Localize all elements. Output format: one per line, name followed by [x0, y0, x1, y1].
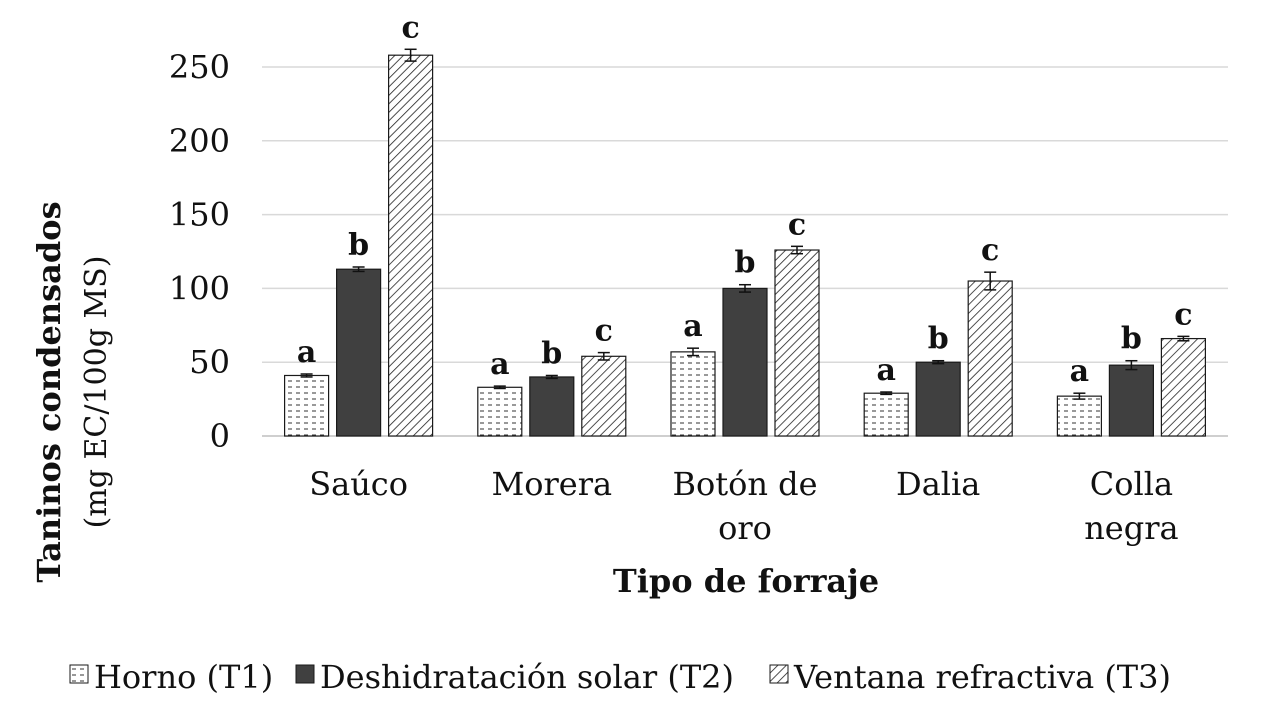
- bar: [1056, 395, 1103, 437]
- significance-letter: b: [735, 246, 756, 281]
- x-category-label: oro: [718, 509, 772, 547]
- significance-letter: b: [1121, 322, 1142, 357]
- significance-letter: a: [297, 335, 316, 370]
- bar: [1160, 337, 1207, 437]
- x-category-label: Morera: [491, 465, 612, 503]
- legend-label: Ventana refractiva (T3): [793, 658, 1171, 696]
- significance-letter: b: [928, 322, 949, 357]
- x-category-label: Dalia: [896, 465, 980, 503]
- y-tick-label: 250: [169, 48, 230, 86]
- bar: [863, 392, 909, 437]
- significance-letter: b: [541, 336, 562, 371]
- significance-letter: a: [683, 309, 702, 344]
- x-axis-title: Tipo de forraje: [613, 562, 879, 600]
- x-category-label: Botón de: [672, 465, 817, 503]
- bar: [336, 268, 382, 437]
- significance-letter: c: [788, 207, 806, 242]
- significance-letter: c: [595, 314, 613, 349]
- bar: [722, 287, 768, 437]
- bar: [529, 376, 575, 437]
- y-tick-label: 50: [189, 343, 230, 381]
- bar: [670, 351, 716, 437]
- x-axis-categories: Saúco Morera Botón de oro Dalia Colla negra: [309, 465, 1178, 547]
- bar: [967, 280, 1013, 437]
- significance-letter: c: [981, 233, 999, 268]
- legend-swatch: [69, 664, 89, 684]
- bar: [1108, 364, 1155, 437]
- legend: Horno (T1) Deshidratación solar (T2) Venta…: [69, 658, 1171, 696]
- bar: [581, 355, 627, 437]
- legend-swatch: [769, 664, 789, 684]
- x-category-label: Colla: [1090, 465, 1173, 503]
- bar: [774, 249, 820, 437]
- y-tick-label: 100: [169, 269, 230, 307]
- y-tick-label: 150: [169, 196, 230, 234]
- significance-letter: a: [490, 347, 509, 382]
- significance-letter: c: [1174, 297, 1192, 332]
- significance-letter: a: [876, 353, 895, 388]
- bar: [284, 374, 330, 437]
- y-tick-label: 200: [169, 122, 230, 160]
- significance-letter: a: [1070, 354, 1089, 389]
- x-category-label: Saúco: [309, 465, 408, 503]
- bar: [388, 54, 434, 437]
- significance-letter: c: [401, 10, 419, 45]
- significance-letter: b: [348, 228, 369, 263]
- bar: [915, 361, 961, 437]
- y-axis-title: Taninos condensados: [30, 201, 68, 582]
- y-tick-label: 0: [210, 417, 230, 455]
- legend-label: Deshidratación solar (T2): [320, 658, 734, 696]
- y-axis-units: (mg EC/100g MS): [79, 256, 114, 529]
- legend-swatch: [295, 664, 315, 684]
- bar: [477, 386, 523, 437]
- x-category-label: negra: [1084, 509, 1178, 547]
- y-axis-ticks: 0 50 100 150 200 250: [169, 48, 230, 455]
- legend-label: Horno (T1): [94, 658, 273, 696]
